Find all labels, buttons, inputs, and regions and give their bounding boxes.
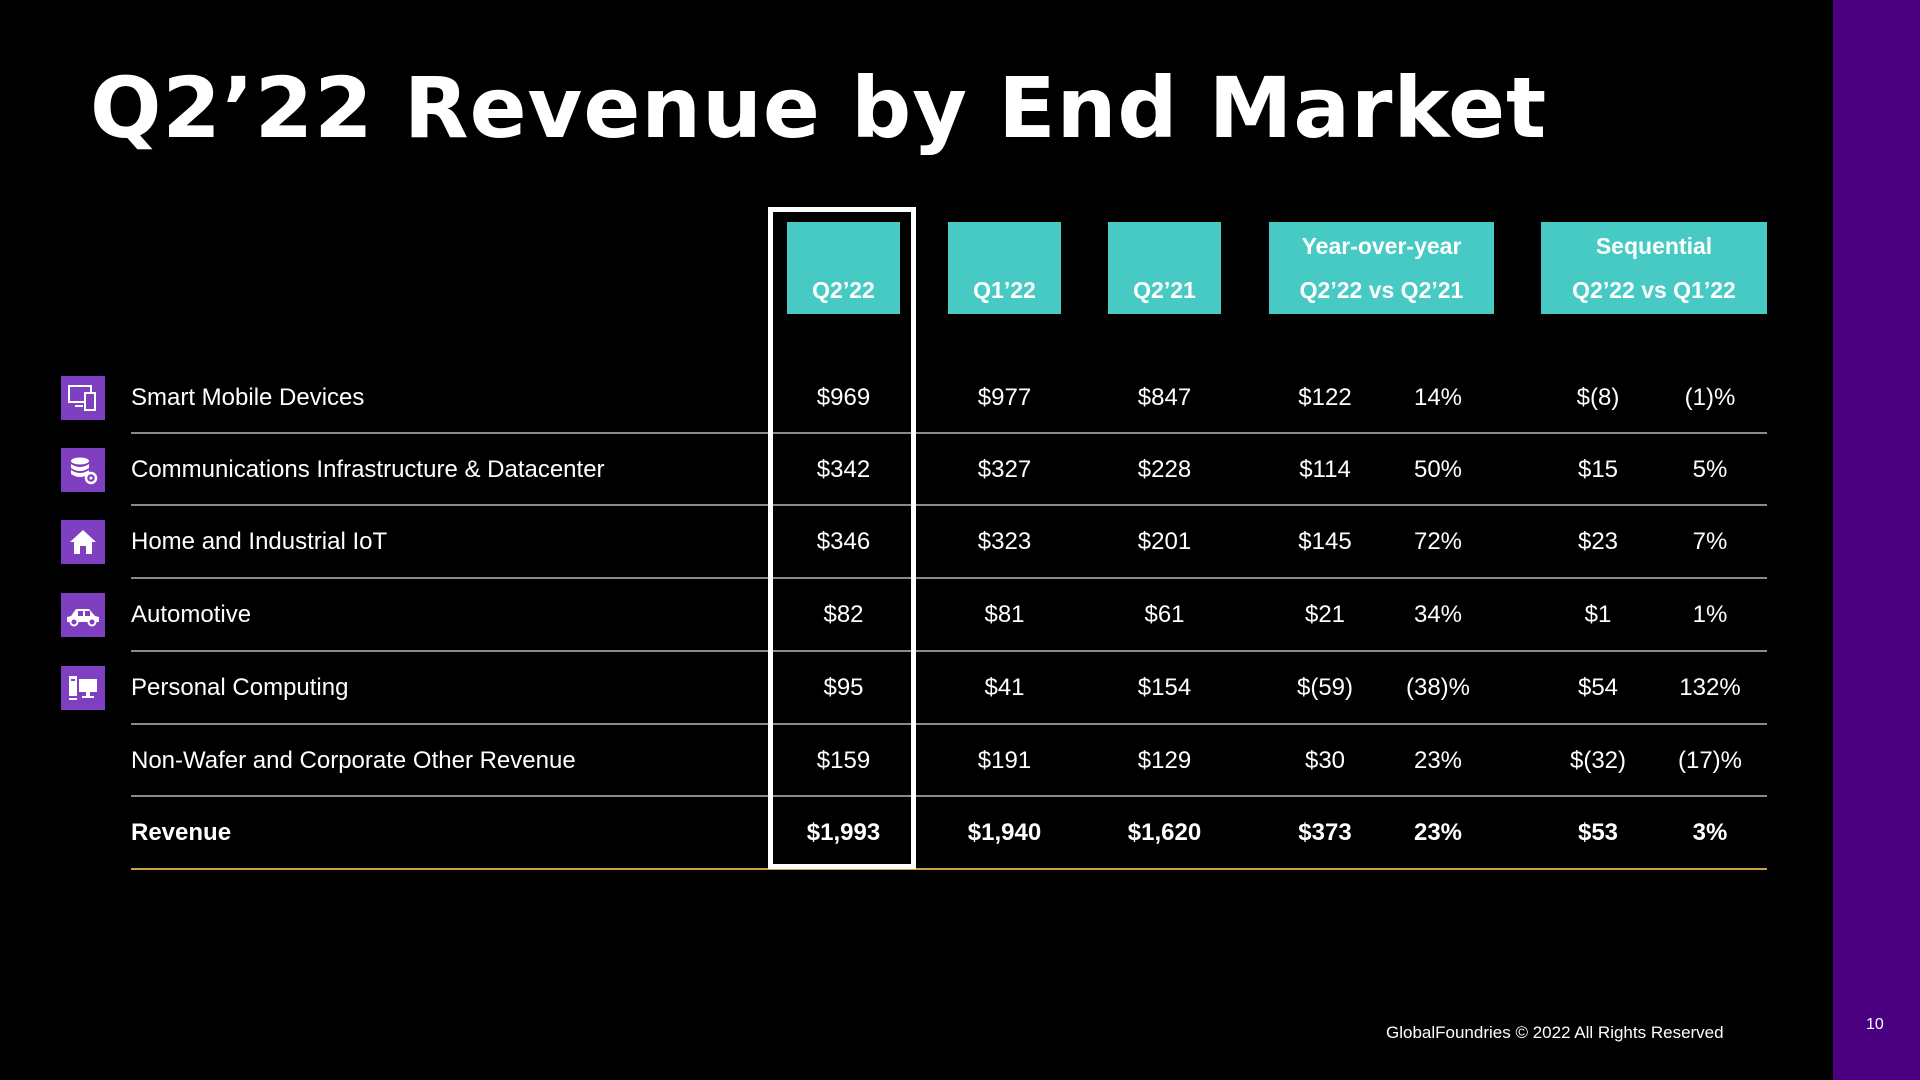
header-q1-22-label: Q1’22 — [973, 277, 1036, 303]
cell-yoy-abs: $373 — [1298, 819, 1352, 846]
cell-seq-abs: $1 — [1584, 601, 1612, 628]
header-q2-22-label: Q2’22 — [812, 277, 875, 303]
cell-yoy-abs: $(59) — [1296, 674, 1354, 701]
current-quarter-highlight-box — [768, 207, 916, 869]
table-row: Home and Industrial IoT $346 $323 $201 $… — [0, 506, 1800, 578]
copyright-footer: GlobalFoundries © 2022 All Rights Reserv… — [1386, 1023, 1724, 1042]
total-row: Revenue $1,993 $1,940 $1,620 $373 23% $5… — [0, 797, 1800, 869]
cell-yoy-pct: 50% — [1413, 456, 1463, 483]
cell-q1-22: $81 — [984, 601, 1025, 628]
cell-yoy-pct: 23% — [1413, 819, 1463, 846]
cell-seq-pct: (17)% — [1677, 747, 1743, 774]
header-seq-title: Sequential — [1595, 233, 1713, 259]
row-label: Home and Industrial IoT — [131, 528, 388, 555]
cell-q2-21: $1,620 — [1127, 819, 1202, 846]
cell-seq-abs: $54 — [1577, 674, 1619, 701]
cell-seq-pct: 3% — [1692, 819, 1728, 846]
cell-q2-22: $1,993 — [806, 819, 881, 846]
cell-q2-22: $159 — [816, 747, 871, 774]
total-underline — [131, 868, 1767, 870]
cell-q2-21: $61 — [1144, 601, 1185, 628]
row-label: Personal Computing — [131, 674, 349, 701]
cell-q1-22: $1,940 — [967, 819, 1042, 846]
row-label: Communications Infrastructure & Datacent… — [131, 456, 605, 483]
cell-yoy-abs: $114 — [1299, 456, 1351, 483]
cell-q1-22: $323 — [977, 528, 1032, 555]
cell-seq-abs: $(8) — [1576, 384, 1620, 411]
table-row: Automotive $82 $81 $61 $21 34% $1 1% — [0, 579, 1800, 651]
header-yoy-title: Year-over-year — [1301, 233, 1462, 259]
cell-seq-pct: 5% — [1692, 456, 1728, 483]
row-label: Revenue — [131, 819, 232, 846]
table-row: Personal Computing $95 $41 $154 $(59) (3… — [0, 652, 1800, 724]
row-label: Smart Mobile Devices — [131, 384, 365, 411]
cell-yoy-pct: 34% — [1413, 601, 1463, 628]
cell-q2-22: $95 — [823, 674, 864, 701]
row-divider — [131, 795, 1767, 797]
cell-q2-22: $82 — [823, 601, 864, 628]
computer-icon — [61, 666, 105, 710]
cell-q1-22: $327 — [977, 456, 1032, 483]
cell-q1-22: $977 — [977, 384, 1032, 411]
row-divider — [131, 504, 1767, 506]
table-row: Non-Wafer and Corporate Other Revenue $1… — [0, 725, 1800, 797]
cell-q1-22: $191 — [977, 747, 1032, 774]
slide-title: Q2’22 Revenue by End Market — [90, 59, 1548, 157]
cell-seq-abs: $15 — [1577, 456, 1619, 483]
cell-q2-22: $346 — [816, 528, 871, 555]
cell-seq-abs: $(32) — [1569, 747, 1627, 774]
header-q1-22: Q1’22 — [948, 222, 1061, 314]
cell-q1-22: $41 — [984, 674, 1025, 701]
cell-seq-pct: 1% — [1692, 601, 1728, 628]
row-label: Automotive — [131, 601, 252, 628]
header-q2-21-label: Q2’21 — [1133, 277, 1196, 303]
row-divider — [131, 723, 1767, 725]
cell-yoy-pct: (38)% — [1405, 674, 1471, 701]
cell-q2-21: $201 — [1137, 528, 1192, 555]
header-q2-21: Q2’21 — [1108, 222, 1221, 314]
cell-seq-pct: 7% — [1692, 528, 1728, 555]
table-row: Smart Mobile Devices $969 $977 $847 $122… — [0, 362, 1800, 434]
cell-q2-21: $129 — [1137, 747, 1192, 774]
row-divider — [131, 432, 1767, 434]
mobile-devices-icon — [61, 376, 105, 420]
cell-yoy-abs: $21 — [1304, 601, 1346, 628]
cell-yoy-pct: 23% — [1413, 747, 1463, 774]
cell-q2-21: $228 — [1137, 456, 1192, 483]
database-gear-icon — [61, 448, 105, 492]
header-sequential: Sequential Q2’22 vs Q1’22 — [1541, 222, 1767, 314]
header-seq-subtitle: Q2’22 vs Q1’22 — [1572, 277, 1736, 303]
cell-yoy-abs: $30 — [1304, 747, 1346, 774]
cell-yoy-pct: 72% — [1413, 528, 1463, 555]
row-divider — [131, 577, 1767, 579]
cell-seq-abs: $53 — [1577, 819, 1619, 846]
header-year-over-year: Year-over-year Q2’22 vs Q2’21 — [1269, 222, 1494, 314]
cell-q2-22: $342 — [816, 456, 871, 483]
cell-q2-22: $969 — [816, 384, 871, 411]
cell-yoy-abs: $145 — [1298, 528, 1352, 555]
cell-q2-21: $154 — [1137, 674, 1192, 701]
row-label: Non-Wafer and Corporate Other Revenue — [131, 747, 576, 774]
header-q2-22: Q2’22 — [787, 222, 900, 314]
cell-q2-21: $847 — [1137, 384, 1192, 411]
cell-seq-abs: $23 — [1577, 528, 1619, 555]
header-yoy-subtitle: Q2’22 vs Q2’21 — [1299, 277, 1464, 303]
cell-seq-pct: (1)% — [1684, 384, 1736, 411]
car-icon — [61, 593, 105, 637]
table-row: Communications Infrastructure & Datacent… — [0, 434, 1800, 506]
side-accent-bar — [1833, 0, 1920, 1080]
home-icon — [61, 520, 105, 564]
page-number: 10 — [1866, 1016, 1884, 1033]
cell-yoy-pct: 14% — [1413, 384, 1463, 411]
row-divider — [131, 650, 1767, 652]
cell-seq-pct: 132% — [1679, 674, 1741, 701]
cell-yoy-abs: $122 — [1298, 384, 1352, 411]
